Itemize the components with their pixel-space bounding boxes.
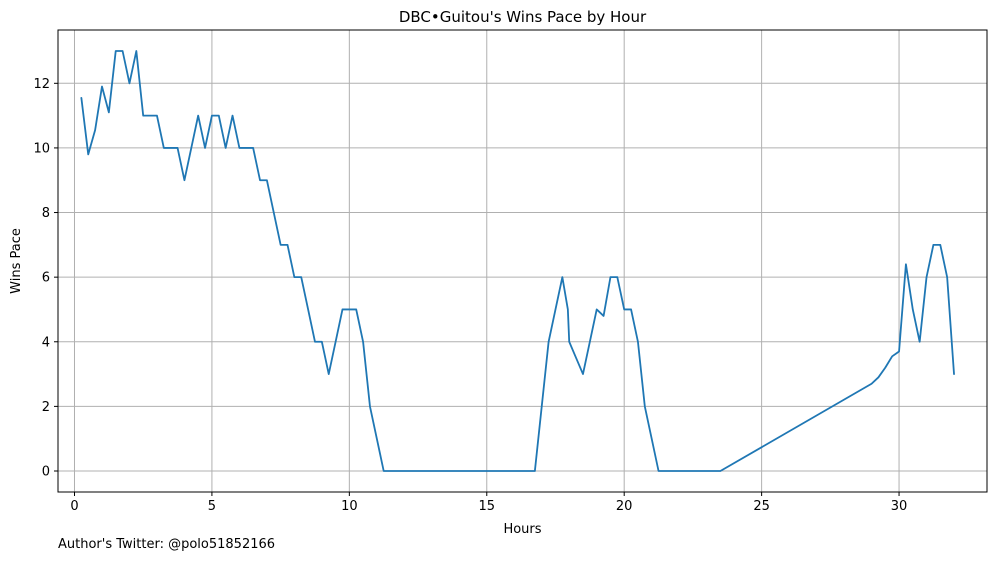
x-tick-label: 15	[478, 499, 495, 514]
x-tick-label: 0	[70, 499, 78, 514]
y-axis-ticks: 0 2 4 6 8 10 12	[33, 77, 58, 480]
x-tick-label: 25	[753, 499, 770, 514]
grid-lines	[58, 30, 987, 492]
y-tick-label: 0	[42, 465, 50, 480]
author-credit: Author's Twitter: @polo51852166	[58, 537, 275, 552]
y-tick-label: 10	[33, 141, 50, 156]
y-tick-label: 8	[42, 206, 50, 221]
x-axis-ticks: 0 5 10 15 20 25 30	[70, 492, 907, 514]
y-tick-label: 2	[42, 400, 50, 415]
x-tick-label: 20	[616, 499, 633, 514]
y-tick-label: 6	[42, 271, 50, 286]
chart-title: DBC•Guitou's Wins Pace by Hour	[399, 8, 647, 26]
plot-area-frame	[58, 30, 987, 492]
y-tick-label: 12	[33, 77, 50, 92]
y-axis-label: Wins Pace	[9, 228, 24, 294]
x-tick-label: 30	[891, 499, 908, 514]
x-axis-label: Hours	[503, 522, 541, 537]
x-tick-label: 5	[208, 499, 216, 514]
y-tick-label: 4	[42, 335, 50, 350]
x-tick-label: 10	[341, 499, 358, 514]
